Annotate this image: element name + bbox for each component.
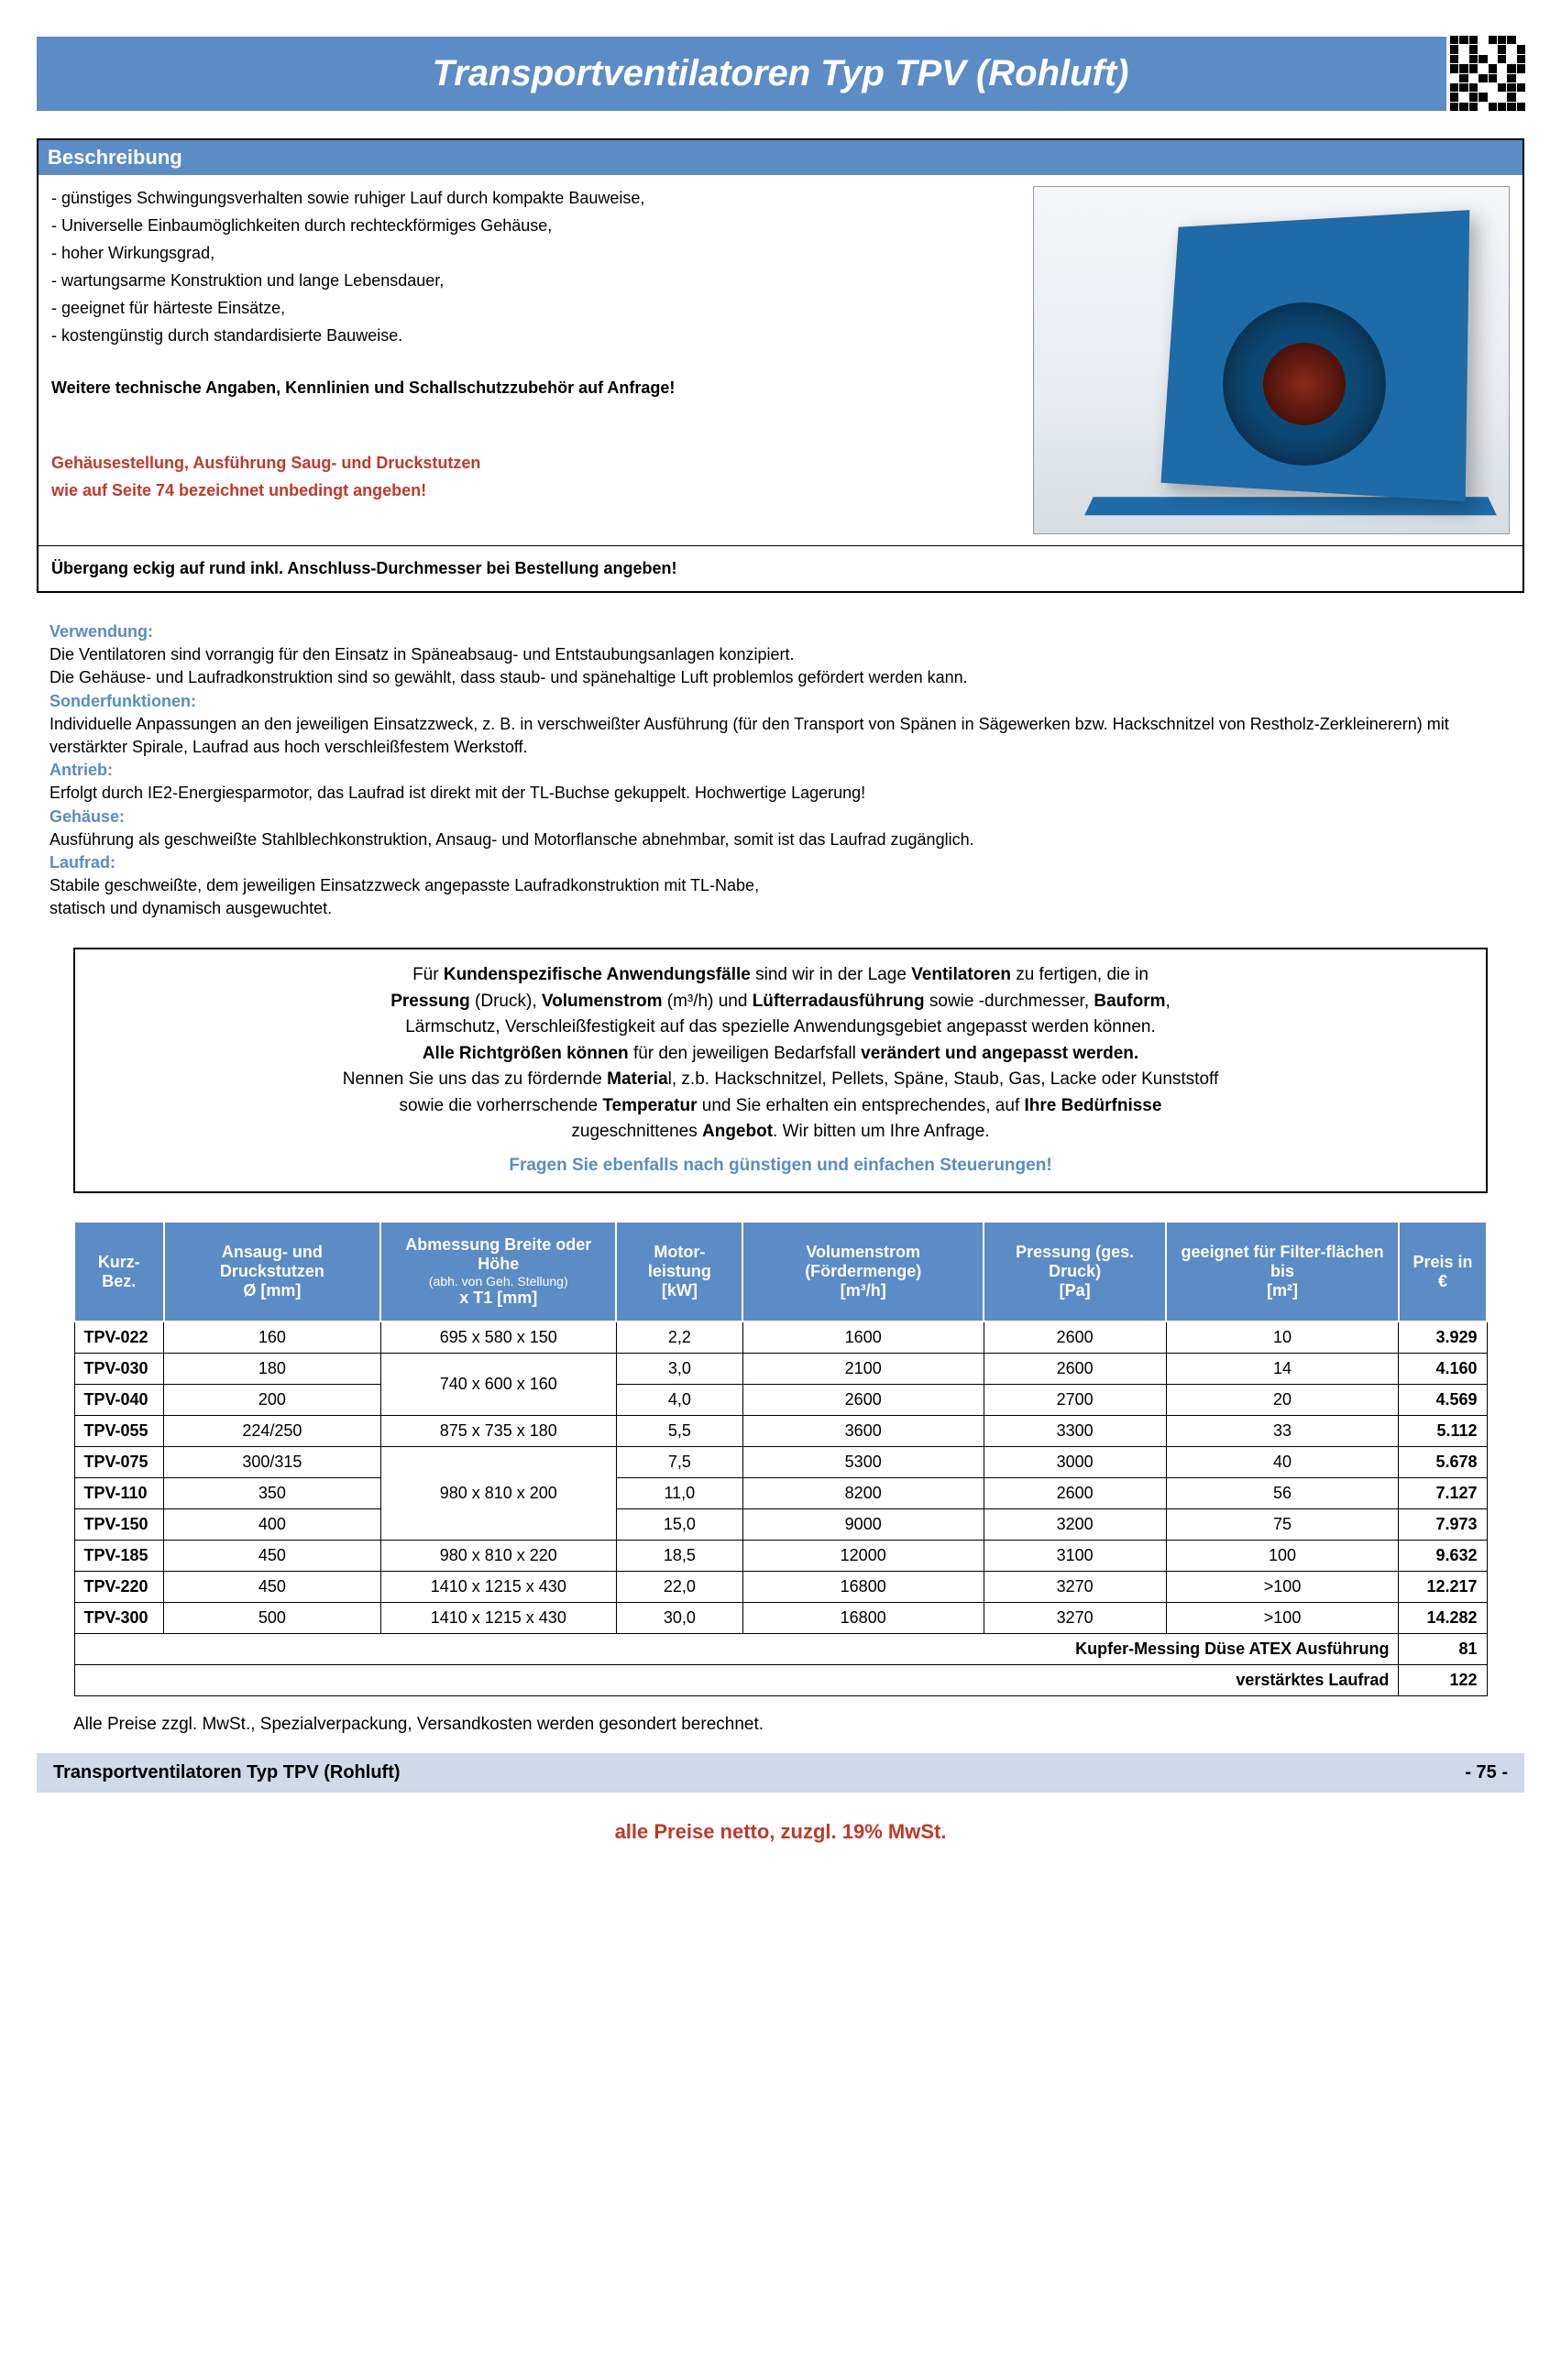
c7a: zugeschnittenes [571, 1122, 702, 1141]
description-body: - günstiges Schwingungsverhalten sowie r… [38, 175, 1523, 546]
col-preis: Preis in € [1399, 1222, 1487, 1322]
product-table: Kurz-Bez. Ansaug- und DruckstutzenØ [mm]… [73, 1221, 1488, 1696]
spec-block: Verwendung: Die Ventilatoren sind vorran… [37, 611, 1524, 929]
c4b: für den jeweiligen Bedarfsfall [629, 1044, 861, 1063]
footer-bar: Transportventilatoren Typ TPV (Rohluft) … [37, 1753, 1524, 1793]
c6a: sowie die vorherrschende [400, 1096, 603, 1115]
c1a: Für [412, 965, 444, 984]
c6d: Ihre Bedürfnisse [1025, 1096, 1162, 1115]
table-row: TPV-022160695 x 580 x 1502,216002600103.… [74, 1322, 1487, 1354]
c2f: sowie -durchmesser, [925, 992, 1094, 1011]
laufrad-1: Stabile geschweißte, dem jeweiligen Eins… [49, 874, 1512, 897]
table-row: TPV-3005001410 x 1215 x 43030,0168003270… [74, 1603, 1487, 1634]
sonder-1: Individuelle Anpassungen an den jeweilig… [49, 713, 1512, 759]
c6c: und Sie erhalten ein entsprechendes, auf [697, 1096, 1024, 1115]
col-filter: geeignet für Filter-flächen bis[m²] [1166, 1222, 1399, 1322]
c5a: Nennen Sie uns das zu fördernde [343, 1069, 607, 1089]
col-abm: Abmessung Breite oder Höhe(abh. von Geh.… [380, 1222, 616, 1322]
c7c: . Wir bitten um Ihre Anfrage. [773, 1122, 990, 1141]
table-row: TPV-075300/315980 x 810 x 2007,553003000… [74, 1447, 1487, 1478]
antrieb-header: Antrieb: [49, 759, 1512, 782]
qr-icon [1446, 32, 1529, 115]
c2b: (Druck), [470, 992, 542, 1011]
c2d: (m³/h) und [663, 992, 753, 1011]
cta-c: und [812, 1156, 853, 1175]
col-press: Pressung (ges. Druck)[Pa] [984, 1222, 1166, 1322]
table-row: TPV-11035011,082002600567.127 [74, 1478, 1487, 1509]
antrieb-1: Erfolgt durch IE2-Energiesparmotor, das … [49, 782, 1512, 805]
c1c: sind wir in der Lage [751, 965, 911, 984]
cta-d: einfachen Steuerungen [853, 1156, 1046, 1175]
c3: Lärmschutz, Verschleißfestigkeit auf das… [93, 1015, 1468, 1041]
col-vol: Volumenstrom (Fördermenge)[m³/h] [742, 1222, 984, 1322]
footer-right: - 75 - [1465, 1762, 1508, 1783]
gehaeuse-1: Ausführung als geschweißte Stahlblechkon… [49, 828, 1512, 851]
c6b: Temperatur [602, 1096, 697, 1115]
c4c: verändert und angepasst werden. [861, 1044, 1138, 1063]
c5b: Materia [607, 1069, 668, 1089]
bullet-4: - geeignet für härteste Einsätze, [51, 296, 1015, 320]
verwendung-header: Verwendung: [49, 620, 1512, 643]
product-image [1033, 186, 1510, 534]
bullet-5: - kostengünstig durch standardisierte Ba… [51, 324, 1015, 347]
description-box: Beschreibung - günstiges Schwingungsverh… [37, 138, 1524, 593]
section-header-beschreibung: Beschreibung [38, 140, 1523, 175]
addon-row: verstärktes Laufrad122 [74, 1665, 1487, 1696]
further-info: Weitere technische Angaben, Kennlinien u… [51, 376, 1015, 400]
c1b: Kundenspezifische Anwendungsfälle [444, 965, 751, 984]
col-ansaug: Ansaug- und DruckstutzenØ [mm] [164, 1222, 380, 1322]
table-row: TPV-2204501410 x 1215 x 43022,0168003270… [74, 1572, 1487, 1603]
laufrad-2: statisch und dynamisch ausgewuchtet. [49, 897, 1512, 920]
bullet-3: - wartungsarme Konstruktion und lange Le… [51, 269, 1015, 292]
c2e: Lüfterradausführung [753, 992, 925, 1011]
c2a: Pressung [390, 992, 470, 1011]
custom-application-box: Für Kundenspezifische Anwendungsfälle si… [73, 948, 1488, 1193]
table-row: TPV-030180740 x 600 x 1603,021002600144.… [74, 1354, 1487, 1385]
c5c: l, z.b. Hackschnitzel, Pellets, Späne, S… [668, 1069, 1219, 1089]
c2h: , [1166, 992, 1171, 1011]
price-footnote: Alle Preise zzgl. MwSt., Spezialverpacku… [73, 1715, 1488, 1735]
c1e: zu fertigen, die in [1011, 965, 1149, 984]
page-title: Transportventilatoren Typ TPV (Rohluft) [432, 53, 1128, 93]
table-row: TPV-0402004,026002700204.569 [74, 1385, 1487, 1416]
col-kurz: Kurz-Bez. [74, 1222, 164, 1322]
table-row: TPV-055224/250875 x 735 x 1805,536003300… [74, 1416, 1487, 1447]
bullet-1: - Universelle Einbaumöglichkeiten durch … [51, 214, 1015, 237]
page-title-bar: Transportventilatoren Typ TPV (Rohluft) [37, 37, 1524, 111]
addon-row: Kupfer-Messing Düse ATEX Ausführung81 [74, 1634, 1487, 1665]
red-note-2: wie auf Seite 74 bezeichnet unbedingt an… [51, 478, 1015, 502]
laufrad-header: Laufrad: [49, 851, 1512, 874]
cta-e: ! [1046, 1156, 1051, 1175]
c2c: Volumenstrom [542, 992, 663, 1011]
red-note-1: Gehäusestellung, Ausführung Saug- und Dr… [51, 451, 1015, 475]
bullet-2: - hoher Wirkungsgrad, [51, 241, 1015, 265]
order-note: Übergang eckig auf rund inkl. Anschluss-… [38, 546, 1523, 591]
footer-left: Transportventilatoren Typ TPV (Rohluft) [53, 1762, 401, 1783]
c2g: Bauform [1094, 992, 1165, 1011]
vat-note: alle Preise netto, zuzgl. 19% MwSt. [37, 1820, 1524, 1844]
gehaeuse-header: Gehäuse: [49, 806, 1512, 828]
description-text: - günstiges Schwingungsverhalten sowie r… [51, 186, 1015, 534]
cta-a: Fragen Sie ebenfalls nach [509, 1156, 729, 1175]
c7b: Angebot [702, 1122, 773, 1141]
verwendung-1: Die Ventilatoren sind vorrangig für den … [49, 643, 1512, 666]
table-row: TPV-15040015,090003200757.973 [74, 1509, 1487, 1541]
cta-b: günstigen [729, 1156, 812, 1175]
bullet-0: - günstiges Schwingungsverhalten sowie r… [51, 186, 1015, 210]
c4a: Alle Richtgrößen können [423, 1044, 629, 1063]
col-motor: Motor-leistung[kW] [616, 1222, 742, 1322]
table-row: TPV-185450980 x 810 x 22018,512000310010… [74, 1541, 1487, 1572]
verwendung-2: Die Gehäuse- und Laufradkonstruktion sin… [49, 666, 1512, 689]
c1d: Ventilatoren [911, 965, 1011, 984]
sonder-header: Sonderfunktionen: [49, 690, 1512, 713]
